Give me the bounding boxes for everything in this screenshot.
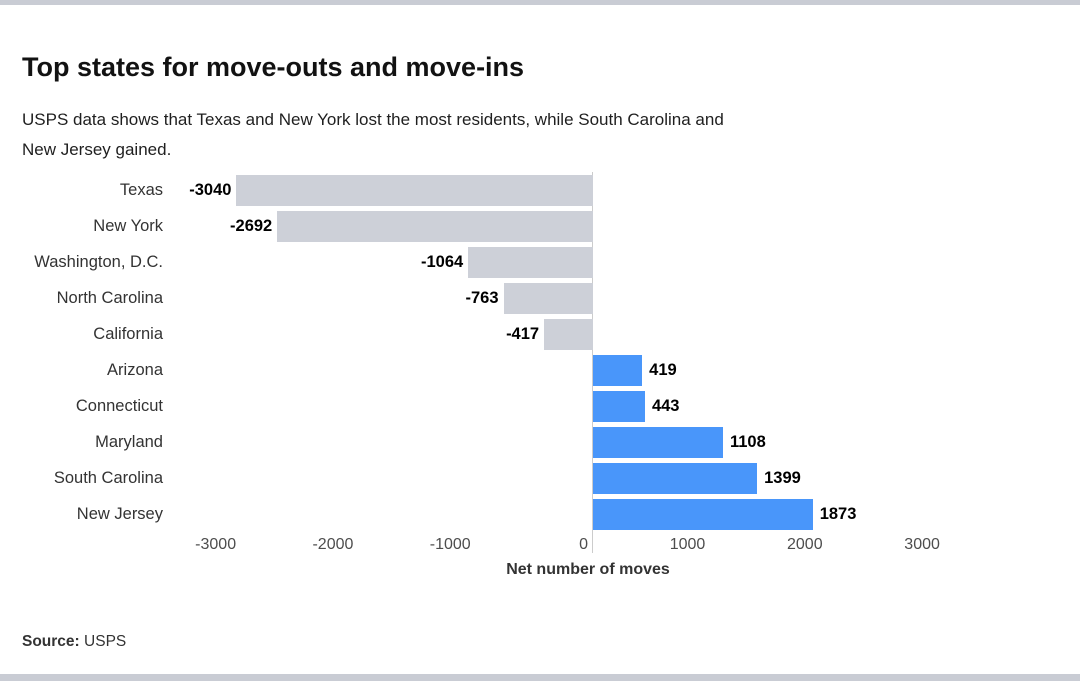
x-axis-title: Net number of moves (506, 561, 670, 578)
negative-bar (544, 319, 593, 350)
chart-subtitle: USPS data shows that Texas and New York … (22, 110, 724, 159)
category-label: New York (93, 217, 163, 235)
category-label: Connecticut (75, 397, 163, 415)
bar-value-label: -417 (506, 325, 540, 343)
x-tick-label: 2000 (787, 536, 823, 553)
bar-value-label: -1064 (421, 253, 464, 271)
source-label: Source: (22, 632, 80, 650)
zero-gridline (592, 172, 593, 553)
category-label: Washington, D.C. (34, 253, 163, 271)
category-label: New Jersey (76, 505, 163, 523)
bottom-border-strip (0, 674, 1080, 681)
x-tick-label: -3000 (195, 536, 237, 553)
source-line: Source: USPS (22, 633, 126, 651)
top-border-strip (0, 0, 1080, 5)
negative-bar (468, 247, 593, 278)
bar-value-label: -763 (465, 289, 499, 307)
bar-value-label: 1108 (729, 433, 766, 451)
positive-bar (593, 355, 643, 386)
bar-value-label: 1399 (764, 469, 801, 487)
bar-value-label: 1873 (819, 505, 857, 523)
bar-value-label: -3040 (189, 181, 232, 199)
chart-title: Top states for move-outs and move-ins (22, 52, 525, 83)
category-label: Maryland (95, 433, 163, 451)
category-label: North Carolina (56, 289, 163, 307)
x-tick-label: 1000 (669, 536, 706, 553)
category-label: Arizona (107, 361, 163, 379)
category-label: South Carolina (53, 469, 163, 487)
negative-bar (277, 211, 593, 242)
negative-bar (503, 283, 593, 314)
x-tick-label: 0 (579, 536, 588, 553)
category-label: California (93, 325, 163, 343)
x-tick-label: 3000 (904, 536, 940, 553)
positive-bar (593, 391, 645, 422)
x-tick-label: -1000 (429, 536, 471, 553)
category-label: Texas (119, 181, 163, 199)
x-tick-label: -2000 (312, 536, 354, 553)
bar-value-label: -2692 (230, 217, 273, 235)
bar-value-label: 443 (651, 397, 680, 415)
positive-bar (593, 463, 758, 494)
source-value: USPS (84, 632, 127, 650)
negative-bar (236, 175, 593, 206)
bar-value-label: 419 (649, 361, 677, 379)
positive-bar (593, 499, 813, 530)
positive-bar (593, 427, 723, 458)
